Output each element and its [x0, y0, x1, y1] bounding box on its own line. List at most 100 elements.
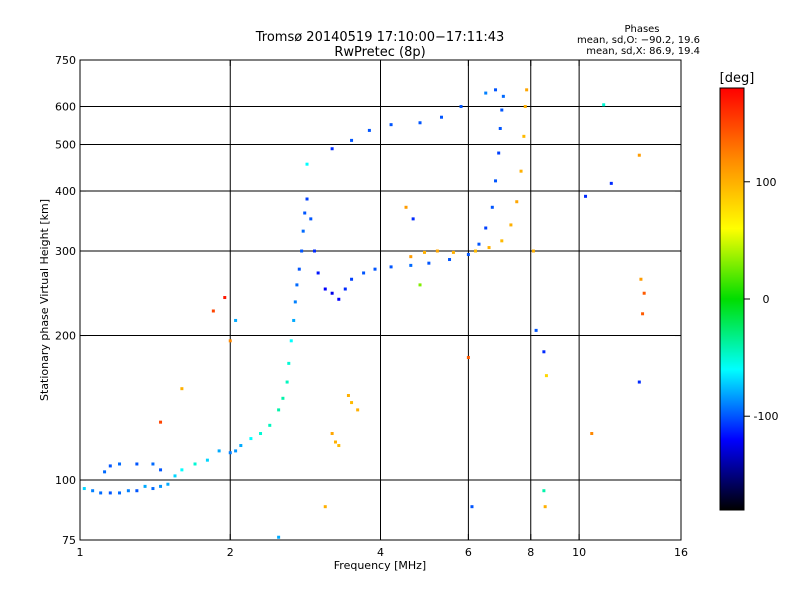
- data-point-scattered: [223, 296, 227, 300]
- x-tick-label: 2: [227, 546, 234, 559]
- data-point-scattered: [234, 318, 238, 322]
- data-point-scattered: [418, 283, 422, 287]
- x-tick-label: 6: [465, 546, 472, 559]
- data-point-x: [515, 200, 519, 204]
- data-point-o: [490, 205, 494, 209]
- data-point-o: [180, 468, 184, 472]
- data-point-x: [356, 408, 360, 412]
- data-point-o: [477, 242, 481, 246]
- data-point-o: [259, 432, 263, 436]
- data-point-o: [440, 115, 444, 119]
- data-point-scattered: [159, 420, 163, 424]
- data-point-o: [239, 444, 243, 448]
- data-point-o: [389, 265, 393, 269]
- data-point-scattered: [642, 291, 646, 295]
- data-point-scattered: [609, 181, 613, 185]
- data-point-o: [367, 128, 371, 132]
- data-point-x: [435, 249, 439, 253]
- data-point-o: [316, 271, 320, 275]
- data-point-o: [418, 121, 422, 125]
- data-point-x: [522, 134, 526, 138]
- data-point-o: [292, 318, 296, 322]
- data-point-o: [151, 462, 155, 466]
- data-point-o: [494, 179, 498, 183]
- data-point-x: [337, 444, 341, 448]
- colorbar-tick-label: -100: [754, 410, 779, 423]
- data-point-o: [82, 487, 86, 491]
- x-axis-label: Frequency [MHz]: [334, 559, 426, 572]
- data-point-o: [268, 423, 272, 427]
- chart-subtitle: RwPretec (8p): [334, 45, 425, 60]
- data-point-x: [523, 105, 527, 109]
- data-point-o: [118, 491, 122, 495]
- data-point-x: [422, 250, 426, 254]
- data-point-o: [126, 489, 130, 493]
- y-tick-label: 300: [55, 245, 76, 258]
- data-point-o: [293, 300, 297, 304]
- data-point-o: [281, 396, 285, 400]
- y-tick-label: 100: [55, 474, 76, 487]
- data-point-scattered: [637, 153, 641, 157]
- data-point-o: [159, 468, 163, 472]
- x-tick-label: 4: [377, 546, 384, 559]
- y-axis-label: Stationary phase Virtual Height [km]: [38, 199, 51, 401]
- data-point-scattered: [470, 505, 474, 509]
- data-point-o: [305, 197, 309, 201]
- data-point-o: [448, 258, 452, 262]
- data-point-o: [484, 91, 488, 95]
- data-point-o: [312, 249, 316, 253]
- data-point-x: [451, 250, 455, 254]
- phases-heading: Phases: [624, 24, 659, 35]
- x-tick-label: 10: [572, 546, 586, 559]
- data-point-o: [91, 489, 95, 493]
- data-point-o: [135, 462, 139, 466]
- data-point-o: [330, 291, 334, 295]
- data-point-scattered: [531, 249, 535, 253]
- colorbar-tick-label: 100: [756, 176, 777, 189]
- data-point-x: [350, 401, 354, 405]
- y-tick-label: 600: [55, 101, 76, 114]
- data-point-o: [497, 151, 501, 155]
- phases-stat-x: mean, sd,X: 86.9, 19.4: [586, 46, 700, 57]
- data-point-o: [301, 229, 305, 233]
- data-point-o: [484, 226, 488, 230]
- data-point-o: [309, 217, 313, 221]
- data-point-scattered: [590, 432, 594, 436]
- data-point-o: [350, 277, 354, 281]
- data-point-o: [277, 408, 281, 412]
- data-point-o: [343, 287, 347, 291]
- data-point-o: [300, 249, 304, 253]
- data-point-o: [337, 297, 341, 301]
- data-point-scattered: [211, 309, 215, 313]
- data-point-scattered: [637, 380, 641, 384]
- data-point-scattered: [305, 162, 309, 166]
- data-point-o: [103, 470, 107, 474]
- data-point-scattered: [228, 339, 232, 343]
- colorbar-label: [deg]: [720, 71, 755, 86]
- data-point-x: [346, 394, 350, 398]
- data-point-o: [166, 482, 170, 486]
- data-point-o: [135, 489, 139, 493]
- data-point-o: [151, 487, 155, 491]
- data-point-o: [108, 464, 112, 468]
- data-point-o: [289, 339, 293, 343]
- data-point-o: [205, 458, 209, 462]
- data-point-scattered: [404, 205, 408, 209]
- data-point-o: [494, 88, 498, 92]
- data-point-scattered: [180, 387, 184, 391]
- data-point-x: [409, 255, 413, 259]
- data-point-scattered: [466, 355, 470, 359]
- data-point-o: [108, 491, 112, 495]
- data-point-scattered: [544, 374, 548, 378]
- data-point-x: [509, 223, 513, 227]
- data-point-o: [330, 147, 334, 151]
- data-point-x: [473, 249, 477, 253]
- data-point-scattered: [641, 312, 645, 316]
- data-point-scattered: [542, 489, 546, 493]
- y-tick-label: 500: [55, 139, 76, 152]
- x-tick-label: 8: [527, 546, 534, 559]
- data-point-scattered: [639, 277, 643, 281]
- data-point-o: [323, 287, 327, 291]
- data-point-scattered: [411, 217, 415, 221]
